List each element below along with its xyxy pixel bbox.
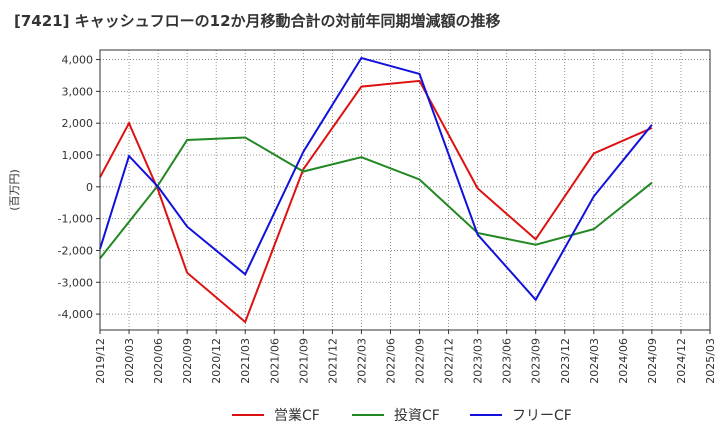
x-tick-label: 2021/12: [326, 338, 339, 384]
x-tick-label: 2020/06: [152, 338, 165, 384]
x-tick-label: 2020/09: [181, 338, 194, 384]
x-tick-label: 2022/12: [443, 338, 456, 384]
x-tick-label: 2022/09: [414, 338, 427, 384]
legend-label: 営業CF: [274, 408, 320, 424]
x-tick-label: 2024/12: [675, 338, 688, 384]
x-tick-label: 2021/03: [239, 338, 252, 384]
legend: 営業CF 投資CF フリーCF: [232, 408, 572, 424]
x-tick-label: 2024/03: [588, 338, 601, 384]
plot-background: [100, 50, 710, 330]
legend-label: フリーCF: [512, 408, 572, 424]
x-tick-label: 2024/06: [617, 338, 630, 384]
series-lines: [99, 56, 653, 324]
x-tick-label: 2023/06: [501, 338, 514, 384]
y-tick-label: 0: [86, 181, 93, 194]
y-axis-label: (百万円): [8, 169, 21, 211]
series-line: [99, 56, 653, 302]
x-tick-label: 2022/06: [384, 338, 397, 384]
x-tick-label: 2019/12: [94, 338, 107, 384]
x-tick-label: 2020/03: [123, 338, 136, 384]
x-tick-label: 2020/12: [210, 338, 223, 384]
y-axis-ticks: -4,000 -3,000 -2,000 -1,000 0 1,000 2,000 3,000…: [58, 54, 100, 321]
x-tick-label: 2025/03: [704, 338, 717, 384]
x-tick-label: 2023/12: [559, 338, 572, 384]
y-tick-label: -2,000: [58, 244, 93, 257]
chart-title: [7421] キャッシュフローの12か月移動合計の対前年同期増減額の推移: [14, 12, 501, 30]
series-line: [99, 136, 653, 260]
x-tick-label: 2022/03: [355, 338, 368, 384]
series-line: [99, 79, 653, 324]
x-tick-label: 2023/03: [472, 338, 485, 384]
y-tick-label: -4,000: [58, 308, 93, 321]
y-tick-label: 2,000: [62, 117, 94, 130]
y-tick-label: 1,000: [62, 149, 94, 162]
x-tick-label: 2021/06: [268, 338, 281, 384]
y-tick-label: 3,000: [62, 85, 94, 98]
y-tick-label: 4,000: [62, 54, 94, 67]
x-tick-label: 2021/09: [297, 338, 310, 384]
legend-label: 投資CF: [394, 408, 440, 424]
plot-frame: [99, 49, 711, 331]
x-axis-ticks: 2019/12 2020/03 2020/06 2020/09 2020/12 2021/…: [94, 330, 717, 384]
x-tick-label: 2023/09: [530, 338, 543, 384]
y-tick-label: -1,000: [58, 213, 93, 226]
y-tick-label: -3,000: [58, 276, 93, 289]
x-tick-label: 2024/09: [646, 338, 659, 384]
